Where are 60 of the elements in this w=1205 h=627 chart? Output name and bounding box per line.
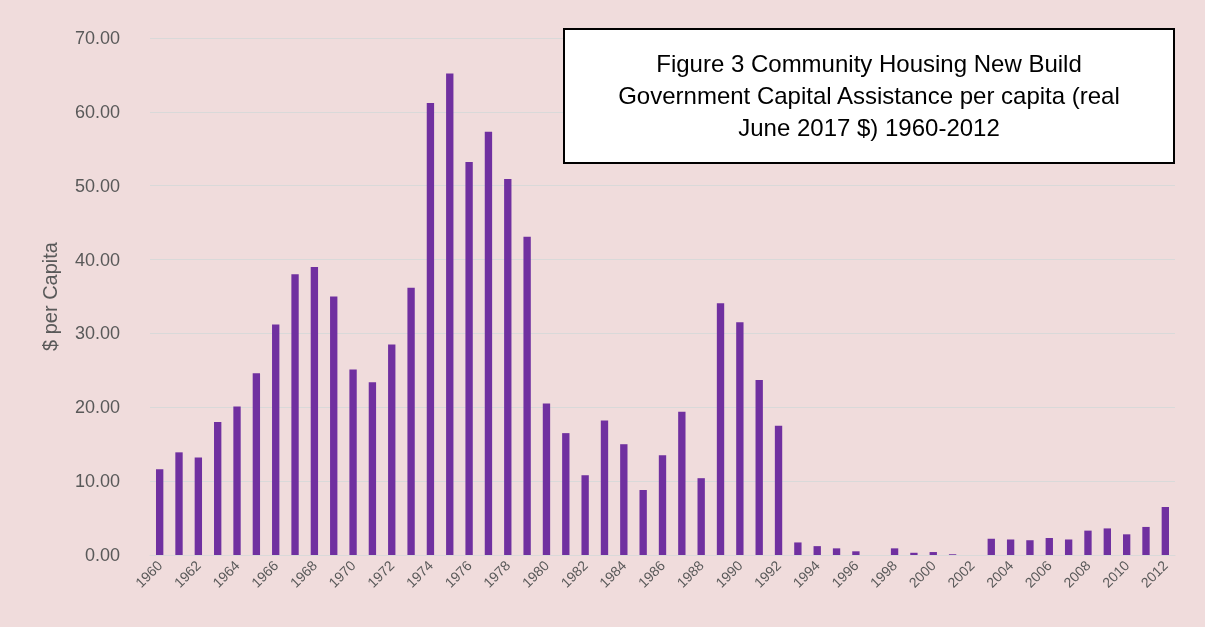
bar [214,422,222,555]
bar [504,179,512,555]
bar [813,546,821,555]
bar [1161,506,1169,555]
bar [310,266,319,555]
bar [832,548,841,555]
y-tick-label: 0.00 [84,545,120,565]
y-tick-label: 40.00 [74,249,120,270]
bar [1006,539,1015,555]
title-box: Figure 3 Community Housing New Build Government Capital Assistance per capita (real June 2017 $) 1960-2012 [563,28,1175,164]
bar [407,287,415,555]
bar [1026,540,1034,555]
bar [1122,534,1131,555]
bar [1045,538,1053,555]
bar [542,403,551,555]
y-tick-label: 60.00 [74,101,120,122]
bar [252,373,261,555]
bar [852,551,860,555]
bar [890,548,899,555]
bar [600,420,609,555]
bar [910,552,918,555]
bar [368,382,377,555]
bar [929,552,937,555]
bar [484,131,493,555]
bar [716,303,725,555]
y-tick-label: 20.00 [74,397,120,418]
bar [1064,539,1073,555]
bar [639,490,647,555]
bar [291,274,299,555]
bar [736,322,744,555]
bar [1142,526,1150,555]
bar [1103,528,1111,555]
bar [620,444,628,555]
y-tick-label: 10.00 [74,471,120,492]
bar [194,457,203,555]
bar [562,433,570,555]
bar [658,455,667,555]
y-tick-label: 30.00 [74,323,120,344]
bar [465,162,473,555]
bar [233,406,241,555]
bar [987,538,995,555]
bar [446,73,454,555]
bar [794,542,802,555]
bar [581,475,589,555]
bar [774,425,783,555]
bar [697,478,705,555]
bar [388,344,396,555]
y-tick-label: 50.00 [74,175,120,196]
bar [349,369,357,555]
y-axis-title: $ per Capita [39,241,61,351]
bar [175,452,183,555]
bar [1084,530,1092,555]
y-tick-label: 70.00 [74,28,120,48]
bar [755,379,763,555]
bar [272,324,280,555]
bar [156,469,164,555]
bar [330,296,338,555]
bar [678,411,686,555]
bar [523,236,531,555]
bar [426,102,435,555]
